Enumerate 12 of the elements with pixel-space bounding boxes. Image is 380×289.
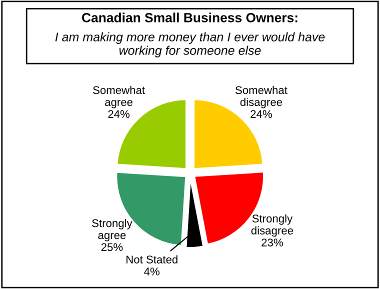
data-label: 24%: [108, 110, 130, 118]
slice-label: Not Stated: [126, 255, 178, 264]
slice-label: Somewhat agree: [93, 86, 145, 108]
slice-label: Strongly disagree: [251, 214, 294, 237]
data-label: 25%: [101, 243, 123, 252]
data-label: 4%: [144, 268, 160, 276]
chart-subtitle: I am making more money than I ever would have working for someone else: [55, 32, 325, 58]
slice-label: Strongly agree: [92, 218, 132, 242]
data-label: 23%: [262, 238, 283, 246]
chart-title: Canadian Small Business Owners:: [82, 12, 298, 22]
data-label: 24%: [250, 110, 272, 118]
slice-label: Somewhat disagree: [235, 86, 288, 108]
